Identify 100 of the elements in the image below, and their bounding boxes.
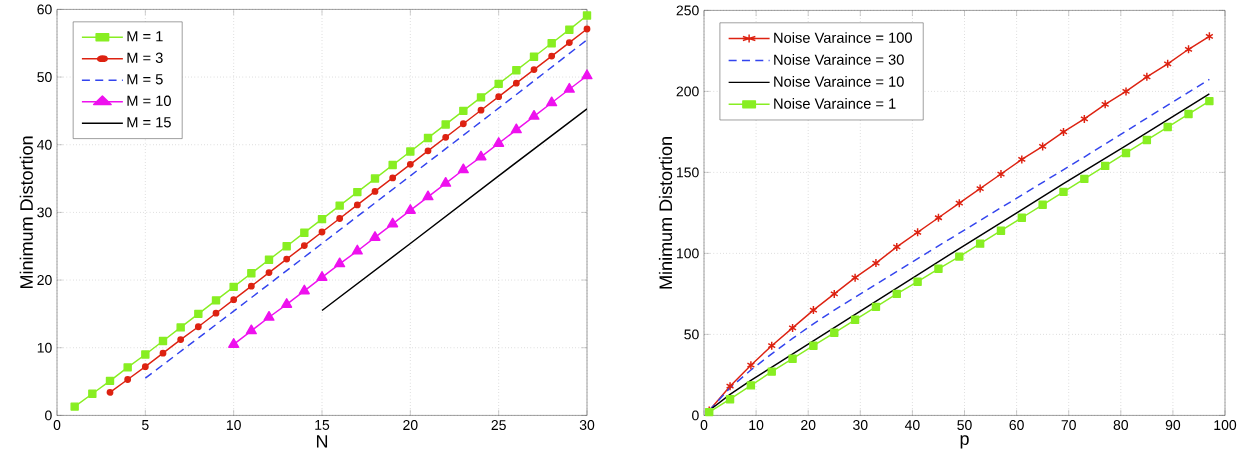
point [767,340,776,351]
point [546,96,558,107]
point [1205,31,1214,41]
point [1059,187,1068,196]
point [996,226,1006,235]
y-tick-label: 250 [676,5,699,16]
point [388,160,397,170]
x-tick-label: 70 [1061,419,1076,430]
legend-label: M = 3 [127,52,163,63]
legend-label: M = 5 [127,74,163,85]
x-tick-label: 50 [957,419,972,430]
point [70,402,79,411]
point [141,350,150,359]
x-tick-label: 40 [904,419,920,430]
point [563,82,575,93]
point [230,296,238,303]
x-tick-label: 30 [579,419,595,430]
point [565,38,573,46]
point [934,264,943,273]
y-tick-label: 0 [692,410,699,421]
point [228,337,240,348]
point [1121,86,1131,96]
point [459,120,467,127]
y-tick-label: 20 [37,274,52,285]
x-tick-label: 90 [1165,419,1181,430]
point [387,217,399,228]
point [351,244,363,255]
point [406,147,415,156]
point [247,282,255,290]
x-tick-label: 15 [315,419,330,430]
y-tick-label: 30 [37,207,52,218]
y-axis-title: Minimum Distortion [658,136,673,289]
point [422,190,434,201]
point [975,239,985,248]
point [212,309,220,317]
point [548,52,556,60]
point [913,277,922,286]
point [1100,99,1110,109]
x-tick-label: 80 [1113,419,1129,430]
point [442,133,450,141]
point [1142,135,1152,145]
point [1080,114,1089,124]
point [1038,200,1047,209]
point [298,284,310,295]
point [892,289,901,298]
point [530,66,538,73]
point [1017,154,1027,164]
point [423,133,433,142]
point [809,341,818,350]
x-tick-label: 0 [700,419,708,430]
y-tick-label: 50 [37,71,52,82]
point [334,257,346,268]
point [475,150,487,161]
point [1142,71,1152,82]
legend-label: Noise Varaince = 10 [774,75,904,87]
point [1163,58,1172,69]
point [389,174,397,182]
legend-label: Noise Varaince = 1 [774,97,896,109]
x-tick-label: 20 [801,419,816,430]
point [336,214,344,222]
point [850,315,860,324]
point [955,198,964,208]
point [510,123,522,134]
x-tick-label: 25 [491,419,506,430]
point [176,323,185,332]
legend-label: Noise Varaince = 30 [774,53,904,65]
point [88,389,97,398]
x-tick-label: 60 [1009,419,1024,430]
point [955,252,964,261]
point [975,183,985,194]
point [300,228,309,237]
legend-label: M = 1 [127,31,163,42]
point [996,169,1006,179]
legend-label: M = 15 [127,116,171,128]
point [316,270,328,281]
point [746,360,756,370]
y-tick-label: 10 [37,342,52,353]
x-axis-title: p [960,434,969,449]
point [809,305,818,315]
point [493,136,505,147]
point [767,367,776,376]
point [725,394,735,404]
point [746,381,756,390]
point [459,106,468,115]
point [934,212,943,223]
point [1205,96,1214,106]
point [788,354,797,363]
y-tick-label: 40 [37,139,52,150]
y-tick-label: 50 [684,329,699,340]
point [1038,141,1047,152]
point [211,295,221,305]
x-tick-label: 10 [749,419,764,430]
point [529,52,539,61]
x-tick-label: 20 [403,419,418,430]
y-tick-label: 200 [676,86,699,97]
point [369,230,381,241]
point [871,258,881,268]
point [850,272,860,283]
point [263,310,275,321]
point [913,227,922,237]
